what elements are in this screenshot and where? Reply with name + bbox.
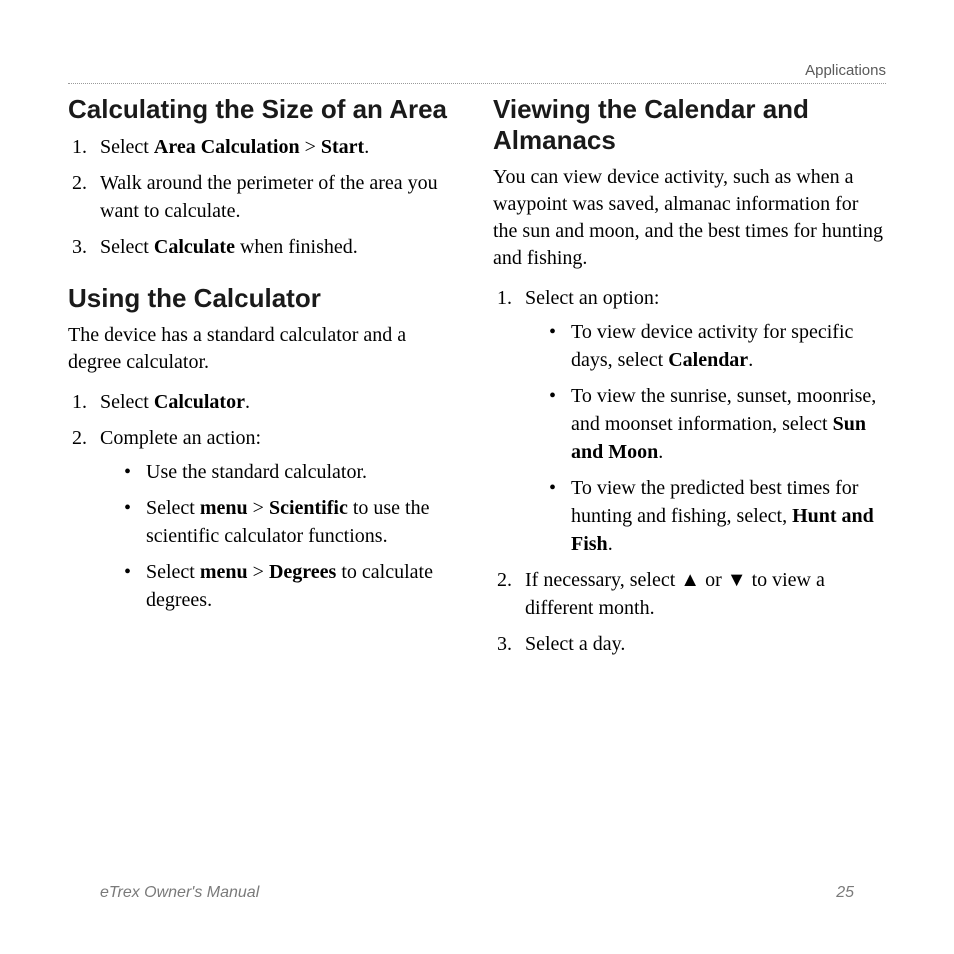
heading-calendar: Viewing the Calendar and Almanacs [493,94,886,156]
list-item: Select an option: To view device activit… [517,284,886,558]
text: > [248,561,269,583]
bold-text: menu [200,561,248,583]
manual-title: eTrex Owner's Manual [100,884,259,902]
list-item: If necessary, select ▲ or ▼ to view a di… [517,566,886,622]
text: . [364,136,369,158]
page-header: Applications [68,62,886,84]
down-arrow-icon: ▼ [727,569,747,591]
up-arrow-icon: ▲ [680,569,700,591]
list-item: To view the sunrise, sunset, moonrise, a… [549,382,886,466]
calendar-options: To view device activity for specific day… [525,318,886,558]
bold-text: Calculator [154,391,245,413]
bold-text: Degrees [269,561,336,583]
bold-text: Start [321,136,364,158]
calendar-intro: You can view device activity, such as wh… [493,164,886,272]
text: To view the sunrise, sunset, moonrise, a… [571,385,876,435]
list-item: Select menu > Scientific to use the scie… [124,494,461,550]
right-column: Viewing the Calendar and Almanacs You ca… [493,94,886,666]
bold-text: Calendar [668,349,748,371]
text: . [608,533,613,555]
text: Select an option: [525,287,659,309]
page-footer: eTrex Owner's Manual 25 [100,884,854,902]
text: Select [146,497,200,519]
bold-text: Area Calculation [154,136,300,158]
list-item: Select Calculator. [92,388,461,416]
list-item: Select menu > Degrees to calculate degre… [124,558,461,614]
list-item: Select Area Calculation > Start. [92,133,461,161]
text: Select [146,561,200,583]
text: Select [100,236,154,258]
list-item: To view the predicted best times for hun… [549,474,886,558]
list-item: Use the standard calculator. [124,458,461,486]
bold-text: Calculate [154,236,235,258]
text: when finished. [235,236,358,258]
area-steps: Select Area Calculation > Start. Walk ar… [68,133,461,261]
text: . [245,391,250,413]
list-item: Walk around the perimeter of the area yo… [92,169,461,225]
list-item: Select Calculate when finished. [92,233,461,261]
text: Select [100,391,154,413]
bold-text: Scientific [269,497,348,519]
calculator-steps: Select Calculator. Complete an action: U… [68,388,461,614]
left-column: Calculating the Size of an Area Select A… [68,94,461,666]
heading-calculator: Using the Calculator [68,283,461,314]
text: Complete an action: [100,427,261,449]
list-item: Select a day. [517,630,886,658]
list-item: Complete an action: Use the standard cal… [92,424,461,614]
text: . [748,349,753,371]
list-item: To view device activity for specific day… [549,318,886,374]
calendar-steps: Select an option: To view device activit… [493,284,886,658]
text: . [658,441,663,463]
heading-calc-area: Calculating the Size of an Area [68,94,461,125]
text: > [248,497,269,519]
text: Select [100,136,154,158]
bold-text: menu [200,497,248,519]
text: or [700,569,727,591]
page-number: 25 [836,884,854,902]
content-columns: Calculating the Size of an Area Select A… [68,94,886,666]
text: > [300,136,321,158]
section-label: Applications [805,62,886,79]
calculator-actions: Use the standard calculator. Select menu… [100,458,461,614]
text: If necessary, select [525,569,680,591]
calculator-intro: The device has a standard calculator and… [68,322,461,376]
